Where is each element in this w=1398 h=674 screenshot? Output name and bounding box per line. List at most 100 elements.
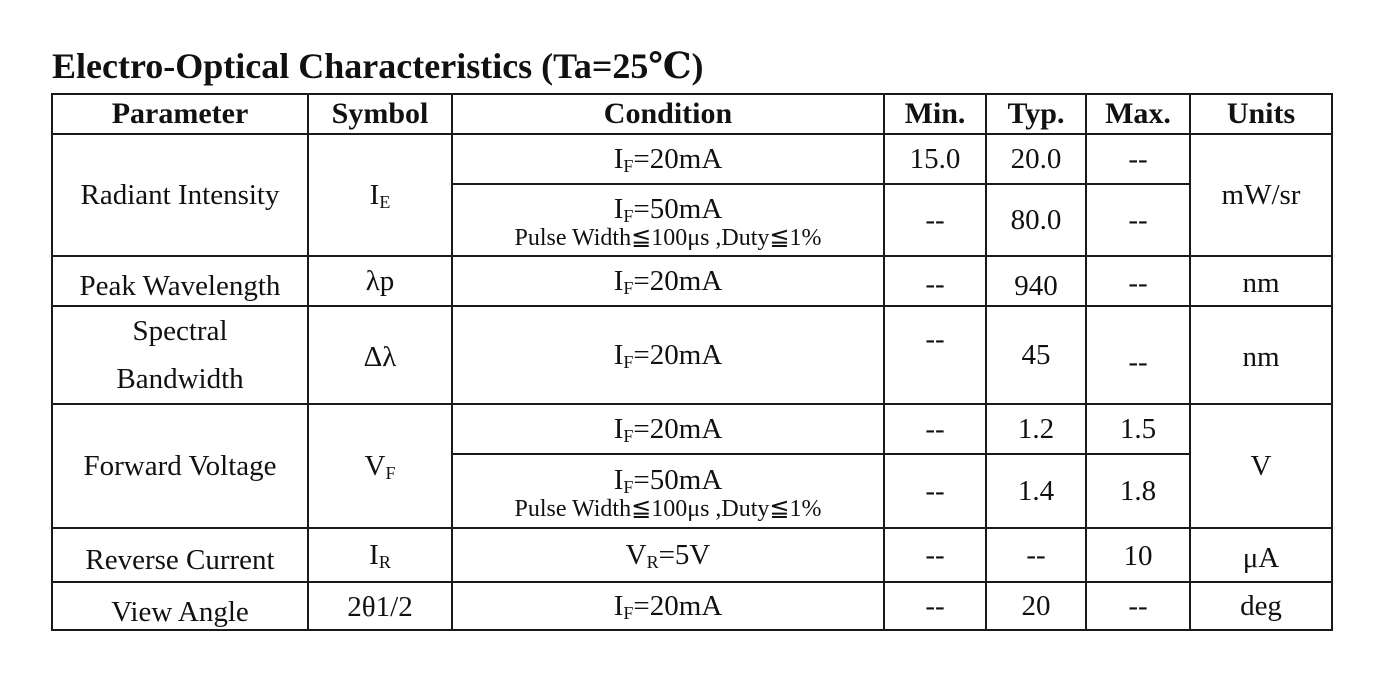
symbol-subscript: E [379, 191, 391, 212]
header-symbol: Symbol [307, 93, 453, 135]
cond-rest: =20mA [633, 339, 723, 371]
table-row: Peak Wavelength λp IF=20mA -- 940 -- nm [51, 255, 1333, 307]
condition-cell: IF=50mA Pulse Width≦100μs ,Duty≦1% [451, 183, 885, 257]
min-cell: -- [883, 403, 987, 455]
cond-subscript: F [623, 426, 634, 446]
units-cell: deg [1189, 581, 1333, 631]
cond-subscript: F [623, 278, 634, 298]
parameter-cell: Spectral Bandwidth [51, 305, 309, 405]
cond-rest: =20mA [633, 413, 723, 445]
symbol-subscript: R [378, 551, 391, 572]
symbol-main: I [369, 538, 379, 571]
symbol-subscript: F [385, 462, 396, 483]
min-cell: 15.0 [883, 133, 987, 185]
min-cell: -- [883, 183, 987, 257]
cond-rest: =20mA [633, 143, 723, 175]
max-cell: 1.5 [1085, 403, 1191, 455]
cond-subscript: F [623, 477, 634, 497]
typ-cell: 20.0 [985, 133, 1087, 185]
condition-line: IF=50mA [453, 189, 883, 229]
condition-cell: VR=5V [451, 527, 885, 583]
condition-cell: IF=20mA [451, 581, 885, 631]
cond-rest: =20mA [633, 265, 723, 297]
cond-subscript: R [646, 552, 659, 572]
table-row: Reverse Current IR VR=5V -- -- 10 μA [51, 527, 1333, 583]
table-row: IF=50mA Pulse Width≦100μs ,Duty≦1% -- 80… [52, 183, 1332, 257]
typ-cell: 940 [985, 255, 1087, 307]
symbol-main: V [364, 449, 386, 482]
condition-cell: IF=50mA Pulse Width≦100μs ,Duty≦1% [451, 453, 885, 529]
typ-cell: 45 [985, 305, 1087, 405]
max-cell: -- [1085, 581, 1191, 631]
symbol-cell: VF [307, 403, 453, 529]
symbol-main: I [369, 178, 380, 211]
min-cell: -- [883, 581, 987, 631]
typ-cell: 20 [985, 581, 1087, 631]
cond-subscript: F [623, 156, 634, 176]
min-cell: -- [883, 255, 987, 307]
units-cell: mW/sr [1189, 133, 1333, 257]
parameter-cell: View Angle [51, 581, 309, 631]
cond-subscript: F [623, 206, 634, 226]
cond-main: I [613, 590, 624, 622]
symbol-cell: Δλ [307, 305, 453, 405]
page-title: Electro-Optical Characteristics (Ta=25℃) [52, 46, 704, 86]
condition-line: IF=50mA [453, 460, 883, 500]
typ-cell: 80.0 [985, 183, 1087, 257]
pulse-note: Pulse Width≦100μs ,Duty≦1% [514, 496, 822, 522]
units-cell: μA [1189, 527, 1333, 583]
typ-cell: -- [985, 527, 1087, 583]
typ-cell: 1.2 [985, 403, 1087, 455]
cond-rest: =20mA [633, 590, 723, 622]
min-cell: -- [883, 527, 987, 583]
table-row: IF=50mA Pulse Width≦100μs ,Duty≦1% -- 1.… [52, 453, 1332, 529]
max-cell: -- [1085, 183, 1191, 257]
cond-rest: =50mA [633, 464, 723, 496]
symbol-cell: 2θ1/2 [307, 581, 453, 631]
cond-main: I [613, 339, 624, 371]
header-min: Min. [883, 93, 987, 135]
units-cell: nm [1189, 305, 1333, 405]
header-typ: Typ. [985, 93, 1087, 135]
parameter-cell: Forward Voltage [51, 403, 309, 529]
max-cell: -- [1085, 133, 1191, 185]
condition-cell: IF=20mA [451, 403, 885, 455]
parameter-line: Spectral [132, 315, 228, 347]
max-cell: 1.8 [1085, 453, 1191, 529]
pulse-note: Pulse Width≦100μs ,Duty≦1% [514, 225, 822, 251]
symbol-cell: IE [307, 133, 453, 257]
condition-cell: IF=20mA [451, 255, 885, 307]
cond-main: I [613, 193, 624, 225]
typ-cell: 1.4 [985, 453, 1087, 529]
cond-subscript: F [623, 352, 634, 372]
cond-main: I [613, 464, 624, 496]
max-cell: -- [1085, 255, 1191, 307]
parameter-line: Bandwidth [116, 363, 244, 395]
max-cell: -- [1085, 305, 1191, 405]
table-row: Spectral Bandwidth Δλ IF=20mA -- 45 -- n… [51, 305, 1333, 405]
parameter-cell: Radiant Intensity [51, 133, 309, 257]
max-cell: 10 [1085, 527, 1191, 583]
min-cell: -- [883, 305, 987, 405]
min-cell: -- [883, 453, 987, 529]
parameter-cell: Reverse Current [51, 527, 309, 583]
cond-rest: =5V [658, 539, 711, 571]
header-units: Units [1189, 93, 1333, 135]
table-row: View Angle 2θ1/2 IF=20mA -- 20 -- deg [51, 581, 1333, 631]
cond-subscript: F [623, 603, 634, 623]
cond-rest: =50mA [633, 193, 723, 225]
symbol-cell: IR [307, 527, 453, 583]
cond-main: I [613, 143, 624, 175]
condition-cell: IF=20mA [451, 305, 885, 405]
units-cell: nm [1189, 255, 1333, 307]
condition-cell: IF=20mA [451, 133, 885, 185]
characteristics-table: Parameter Symbol Condition Min. Typ. Max… [51, 93, 1333, 631]
cond-main: I [613, 265, 624, 297]
symbol-cell: λp [307, 255, 453, 307]
cond-main: V [625, 539, 647, 571]
header-max: Max. [1085, 93, 1191, 135]
header-row: Parameter Symbol Condition Min. Typ. Max… [51, 93, 1333, 135]
table-row: Forward Voltage VF IF=20mA -- 1.2 1.5 V [51, 403, 1333, 529]
parameter-cell: Peak Wavelength [51, 255, 309, 307]
cond-main: I [613, 413, 624, 445]
